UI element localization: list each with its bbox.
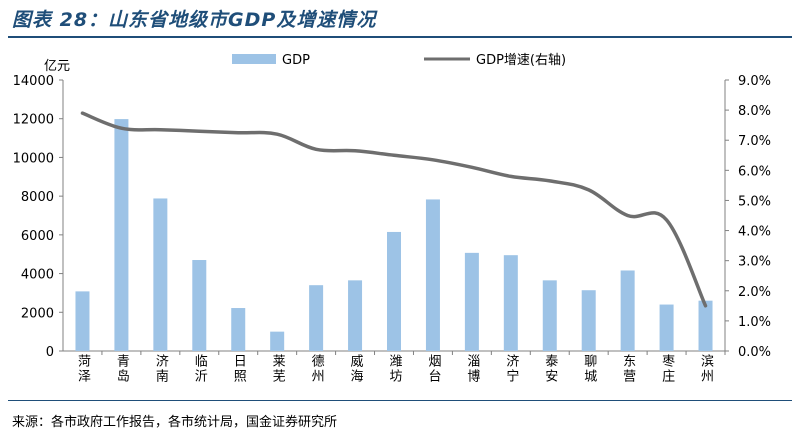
gdp-bar [542,280,557,351]
gdp-bar [114,119,129,351]
x-tick-label: 烟台 [425,354,441,384]
gdp-bar [270,331,285,351]
gdp-bar [464,252,479,351]
gdp-bar [231,308,246,351]
y-right-tick-label: 1.0% [738,315,771,330]
y-right-tick-label: 0.0% [738,345,771,360]
gdp-bar [309,285,324,351]
legend-gdp-label: GDP [282,53,310,68]
y-left-unit: 亿元 [44,59,70,74]
y-left-tick-label: 14000 [13,74,54,89]
x-tick-label: 德州 [309,354,325,384]
footer-divider [8,400,792,401]
x-tick-label: 威海 [348,354,364,384]
gdp-bar [698,300,713,351]
gdp-bar [153,198,168,351]
x-tick-label: 菏泽 [75,354,91,384]
gdp-bar [620,270,635,351]
x-tick-label: 临沂 [192,354,208,384]
y-left-tick-label: 0 [46,345,54,360]
legend-gdp-swatch [232,54,276,64]
title-divider [8,36,792,38]
gdp-bar [503,255,518,351]
y-left-tick-label: 6000 [21,229,54,244]
gdp-bar [75,291,90,351]
gdp-bar [425,199,440,351]
figure-title: 图表 28：山东省地级市GDP及增速情况 [12,9,377,31]
x-tick-label: 东营 [620,354,636,384]
y-left-tick-label: 10000 [13,151,54,166]
y-left-tick-label: 8000 [21,190,54,205]
y-right-tick-label: 3.0% [738,255,771,270]
y-right-tick-label: 5.0% [738,194,771,209]
y-right-tick-label: 4.0% [738,225,771,240]
y-right-tick-label: 7.0% [738,134,771,149]
y-right-tick-label: 2.0% [738,285,771,300]
x-tick-label: 泰安 [542,354,558,384]
gdp-chart: GDP GDP增速(右轴) 亿元 0 2000 4000 6000 8000 10000 1200… [13,53,771,384]
source-note: 来源：各市政府工作报告，各市统计局，国金证券研究所 [12,415,338,430]
y-right-tick-label: 8.0% [738,104,771,119]
x-tick-label: 青岛 [114,354,130,384]
legend-growth-label: GDP增速(右轴) [476,53,566,68]
y-left-tick-label: 12000 [13,113,54,128]
y-left-tick-label: 2000 [21,306,54,321]
x-tick-label: 潍坊 [387,354,403,384]
x-tick-label: 济南 [153,354,169,384]
x-tick-label: 淄博 [464,354,480,384]
gdp-bar [192,260,207,351]
x-tick-label: 莱芜 [270,354,286,384]
gdp-bar [581,290,596,351]
y-left-tick-label: 4000 [21,268,54,283]
gdp-bar [387,231,401,351]
gdp-bar [348,280,363,351]
x-tick-label: 枣庄 [659,354,675,384]
y-right-tick-label: 6.0% [738,164,771,179]
y-right-tick-label: 9.0% [738,74,771,89]
x-tick-label: 滨州 [698,353,714,384]
x-tick-label: 济宁 [503,354,518,384]
x-tick-label: 日照 [231,354,247,384]
x-tick-label: 聊城 [581,354,597,384]
gdp-bar [659,304,674,351]
